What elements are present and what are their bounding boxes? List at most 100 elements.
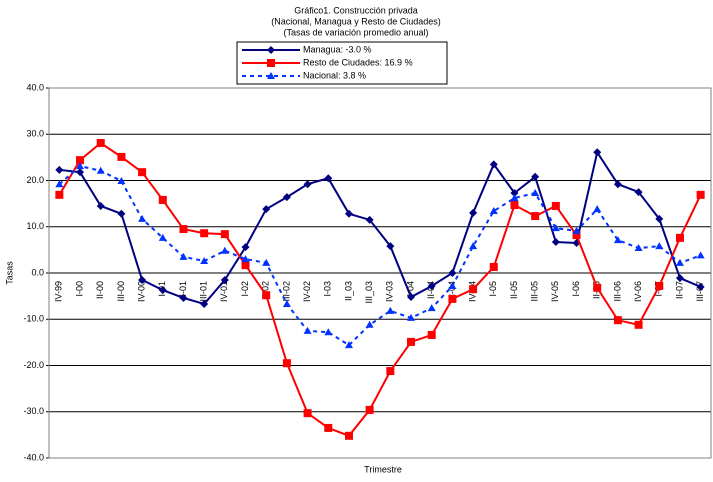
x-tick-label: II_03 [343, 281, 353, 301]
marker [138, 275, 147, 284]
y-tick-label: 30.0 [26, 129, 44, 139]
x-tick-label: II-00 [95, 281, 105, 299]
x-tick-label: II-07 [674, 281, 684, 299]
marker [179, 225, 188, 234]
marker [386, 242, 395, 251]
marker [655, 214, 664, 223]
x-tick-label: IV-03 [385, 281, 395, 302]
marker [427, 330, 436, 339]
marker [55, 180, 64, 188]
marker [510, 188, 519, 197]
marker [96, 166, 105, 174]
marker [489, 160, 498, 169]
marker [675, 233, 684, 242]
marker [448, 281, 457, 289]
marker [303, 409, 312, 418]
marker [179, 252, 188, 260]
marker [407, 337, 416, 346]
marker [241, 255, 250, 263]
chart-subtitle: (Nacional, Managua y Resto de Ciudades) [271, 16, 441, 26]
marker [241, 243, 250, 252]
marker [634, 320, 643, 329]
legend-label: Managua: -3.0 % [303, 44, 372, 54]
marker [531, 212, 540, 221]
marker [448, 269, 457, 277]
marker [55, 165, 64, 174]
marker [510, 194, 519, 202]
x-axis-label: Trimestre [364, 464, 402, 474]
marker [220, 230, 229, 239]
marker [282, 299, 291, 307]
x-tick-label: III_03 [364, 281, 374, 304]
marker [200, 256, 209, 264]
marker [489, 207, 498, 215]
marker [324, 423, 333, 432]
chart-title: Gráfico1. Construcción privada [294, 5, 418, 15]
marker [96, 139, 105, 148]
marker [282, 193, 291, 202]
x-tick-label: I-04 [405, 281, 415, 297]
marker [303, 180, 312, 189]
x-tick-label: III-07 [695, 281, 705, 302]
marker [158, 233, 167, 241]
marker [696, 251, 705, 259]
marker [531, 172, 540, 181]
x-tick-label: III-06 [612, 281, 622, 302]
marker [572, 231, 581, 240]
marker [634, 244, 643, 252]
x-tick-label: I-03 [323, 281, 333, 297]
chart-subtitle: (Tasas de variación promedio anual) [283, 27, 428, 37]
marker [510, 201, 519, 210]
marker [696, 282, 705, 291]
marker [158, 195, 167, 204]
x-tick-label: II-01 [178, 281, 188, 299]
marker [386, 306, 395, 314]
marker [427, 281, 436, 290]
marker [407, 293, 416, 302]
y-tick-label: -30.0 [23, 406, 44, 416]
x-tick-label: I-05 [488, 281, 498, 297]
marker [200, 299, 209, 308]
x-tick-label: IV-00 [136, 281, 146, 302]
marker [241, 261, 250, 270]
marker [55, 190, 64, 199]
marker [303, 326, 312, 334]
marker [138, 168, 147, 177]
y-tick-label: 20.0 [26, 175, 44, 185]
marker [96, 201, 105, 210]
x-tick-label: II-05 [509, 281, 519, 299]
marker [469, 285, 478, 294]
marker [634, 188, 643, 197]
marker [117, 209, 126, 218]
x-tick-label: IV-02 [302, 281, 312, 302]
x-tick-label: III-01 [199, 281, 209, 302]
marker [179, 293, 188, 302]
series-line [59, 149, 702, 306]
marker [469, 242, 478, 250]
marker [551, 201, 560, 210]
x-tick-label: II-02 [261, 281, 271, 299]
marker [76, 168, 85, 177]
series-line [58, 165, 701, 347]
marker [344, 209, 353, 218]
marker [489, 262, 498, 271]
x-tick-label: IV-06 [633, 281, 643, 302]
marker [655, 281, 664, 290]
marker [593, 148, 602, 157]
y-axis-label: Tasas [4, 261, 14, 285]
series-line [58, 141, 702, 437]
y-tick-label: -40.0 [23, 452, 44, 462]
marker [613, 180, 622, 189]
marker [613, 236, 622, 244]
marker [427, 304, 436, 312]
marker [675, 258, 684, 266]
marker [448, 294, 457, 303]
legend-marker [267, 46, 275, 54]
x-tick-label: III-04 [447, 281, 457, 302]
marker [262, 291, 271, 300]
x-tick-label: IV-05 [550, 281, 560, 302]
marker [262, 258, 271, 266]
legend-label: Resto de Ciudades: 16.9 % [303, 57, 413, 67]
x-tick-label: IV-99 [54, 281, 64, 302]
